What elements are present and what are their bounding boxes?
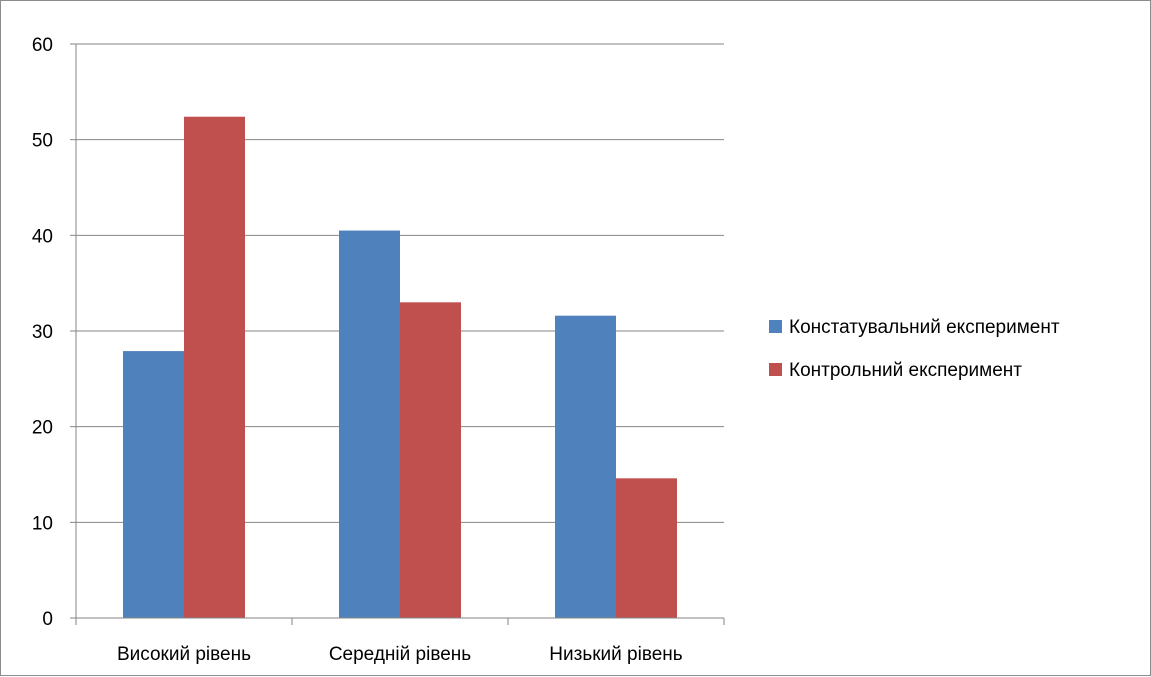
legend-swatch [769,320,782,333]
bar-series1-0 [123,351,184,618]
y-tick-label: 30 [32,322,53,343]
y-tick-labels: 0 10 20 30 40 50 60 [32,35,53,630]
legend-label: Констатувальний експеримент [789,317,1060,338]
x-tick-label: Середній рівень [329,644,471,665]
legend: Констатувальний експеримент Контрольний е… [769,317,1060,381]
bars [123,116,677,619]
y-tick-label: 60 [32,35,53,56]
bar-series2-1 [400,302,461,618]
bar-series1-2 [555,315,616,618]
y-tick-label: 0 [42,609,53,630]
x-tick-label: Високий рівень [117,644,251,665]
y-tick-label: 40 [32,226,53,247]
legend-swatch [769,363,782,376]
y-tick-label: 50 [32,131,53,152]
bar-series2-0 [184,116,245,618]
x-tick-labels: Високий рівень Середній рівень Низький рів… [117,644,683,665]
x-tick-label: Низький рівень [549,644,682,665]
bar-series1-1 [339,230,400,619]
y-tick-label: 20 [32,418,53,439]
axes [70,43,725,625]
legend-label: Контрольний експеримент [789,360,1022,381]
y-tick-label: 10 [32,513,53,534]
bar-series2-2 [616,478,677,618]
